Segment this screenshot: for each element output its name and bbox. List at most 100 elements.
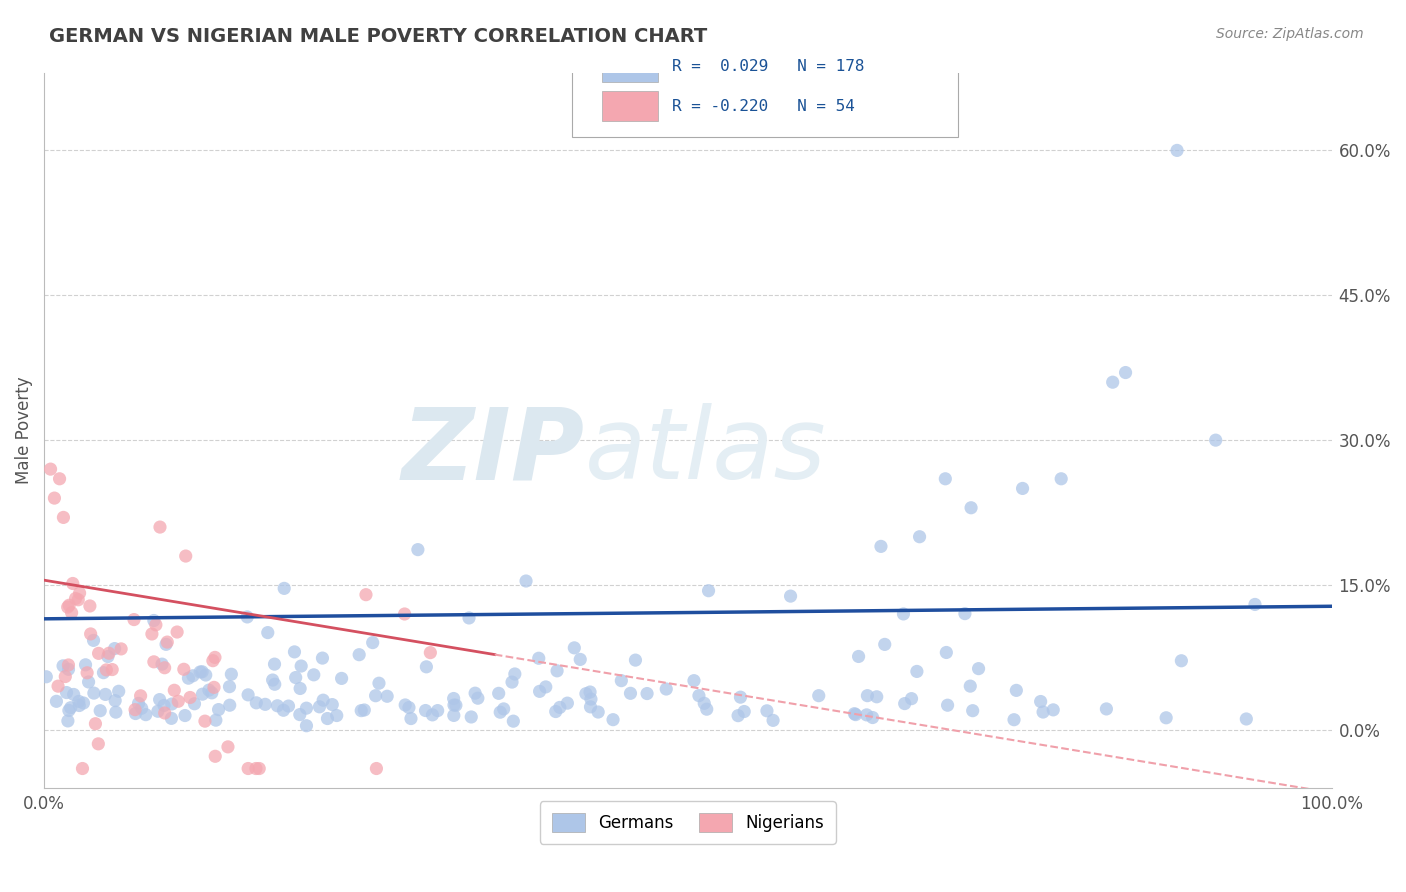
Point — [52, 510, 75, 524]
Point — [46, 679, 69, 693]
Point — [163, 683, 186, 698]
Point — [44, 491, 66, 505]
Point — [58, 599, 80, 613]
Text: atlas: atlas — [585, 403, 827, 500]
Point — [245, 762, 267, 776]
Text: GERMAN VS NIGERIAN MALE POVERTY CORRELATION CHART: GERMAN VS NIGERIAN MALE POVERTY CORRELAT… — [49, 27, 707, 45]
Point — [55, 685, 77, 699]
Point — [368, 676, 391, 690]
Point — [124, 706, 146, 721]
Point — [194, 714, 217, 728]
Point — [534, 680, 557, 694]
Point — [464, 686, 486, 700]
Point — [166, 625, 188, 640]
Point — [98, 646, 121, 660]
Point — [1095, 702, 1118, 716]
Point — [353, 703, 375, 717]
Point — [153, 698, 176, 713]
Point — [953, 607, 976, 621]
Point — [569, 652, 592, 666]
Point — [893, 697, 915, 711]
Point — [693, 696, 716, 710]
Point — [579, 685, 602, 699]
Point — [935, 645, 957, 659]
Point — [321, 698, 343, 712]
Point — [146, 704, 169, 718]
Point — [492, 702, 515, 716]
Point — [347, 648, 370, 662]
Point — [1205, 433, 1227, 447]
Point — [56, 600, 79, 615]
Point — [844, 706, 866, 721]
Point — [366, 762, 388, 776]
Point — [104, 693, 127, 707]
Point — [460, 710, 482, 724]
Point — [967, 662, 990, 676]
Point — [72, 762, 94, 776]
Point — [1234, 712, 1257, 726]
Point — [149, 692, 172, 706]
Point — [311, 651, 333, 665]
Point — [87, 646, 110, 660]
Point — [727, 708, 749, 723]
Point — [696, 702, 718, 716]
Point — [128, 697, 150, 711]
Point — [443, 698, 465, 712]
Point — [107, 684, 129, 698]
Point — [204, 749, 226, 764]
Point — [145, 617, 167, 632]
Point — [394, 698, 416, 712]
Point — [39, 462, 62, 476]
Point — [218, 680, 240, 694]
Point — [142, 655, 165, 669]
Point — [624, 653, 647, 667]
Point — [755, 704, 778, 718]
Point — [101, 663, 124, 677]
Point — [273, 703, 295, 717]
Point — [58, 703, 80, 717]
Point — [167, 694, 190, 708]
Point — [135, 707, 157, 722]
Point — [848, 649, 870, 664]
Point — [288, 707, 311, 722]
Point — [84, 716, 107, 731]
Point — [194, 668, 217, 682]
Text: ZIP: ZIP — [402, 403, 585, 500]
Point — [45, 694, 67, 708]
Point — [406, 542, 429, 557]
Point — [191, 687, 214, 701]
Point — [1032, 705, 1054, 719]
Point — [149, 520, 172, 534]
Point — [900, 691, 922, 706]
Point — [415, 704, 437, 718]
Point — [655, 681, 678, 696]
Point — [683, 673, 706, 688]
Point — [104, 641, 127, 656]
Point — [174, 708, 197, 723]
Point — [1005, 683, 1028, 698]
Point — [908, 530, 931, 544]
Point — [1011, 482, 1033, 496]
Point — [375, 690, 398, 704]
Point — [207, 702, 229, 716]
Text: R = -0.220   N = 54: R = -0.220 N = 54 — [672, 99, 855, 114]
Point — [205, 713, 228, 727]
Point — [83, 686, 105, 700]
Point — [501, 675, 523, 690]
Point — [236, 610, 259, 624]
Point — [59, 700, 82, 714]
Point — [58, 662, 80, 676]
Point — [398, 700, 420, 714]
Point — [807, 689, 830, 703]
Point — [579, 692, 602, 706]
Point — [284, 671, 307, 685]
Point — [688, 689, 710, 703]
Point — [72, 696, 94, 710]
Point — [277, 699, 299, 714]
Point — [221, 667, 243, 681]
Point — [733, 705, 755, 719]
Point — [350, 704, 373, 718]
Point — [1050, 472, 1073, 486]
Point — [75, 657, 97, 672]
Point — [354, 588, 377, 602]
